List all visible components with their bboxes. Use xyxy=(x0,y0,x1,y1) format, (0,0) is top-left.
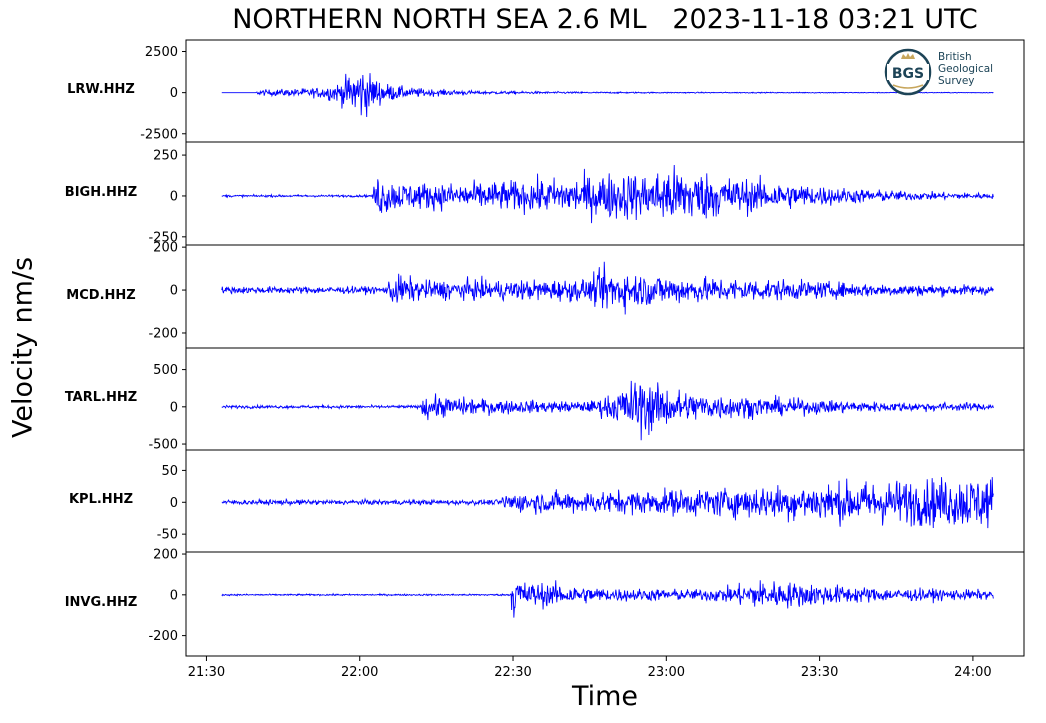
y-tick-label: -200 xyxy=(148,326,178,341)
y-tick-label: 250 xyxy=(153,149,178,164)
panel-frame xyxy=(185,551,1025,657)
x-tick-label: 24:00 xyxy=(954,665,991,680)
x-tick-label: 22:30 xyxy=(494,665,531,680)
y-tick-label: -2500 xyxy=(140,127,178,142)
logo-line-3: Survey xyxy=(938,75,975,87)
waveform-kpl-hhz xyxy=(221,477,994,529)
logo-line-1: British xyxy=(938,51,972,63)
y-tick-label: 0 xyxy=(170,189,178,204)
trace-panel-tarl-hhz: 500 0 -500 xyxy=(148,347,1025,453)
station-label: LRW.HHZ xyxy=(67,82,135,97)
trace-panel-mcd-hhz: 200 0 -200 xyxy=(148,241,1025,349)
y-tick-label: 200 xyxy=(153,241,178,256)
y-tick-label: -250 xyxy=(148,230,178,245)
x-tick-label: 23:30 xyxy=(801,665,838,680)
x-tick-label: 23:00 xyxy=(648,665,685,680)
waveform-bigh-hhz xyxy=(221,165,994,224)
station-label: BIGH.HHZ xyxy=(64,184,138,200)
y-tick-label: -500 xyxy=(148,438,178,453)
y-tick-label: 500 xyxy=(153,363,178,378)
y-tick-label: 0 xyxy=(170,496,178,511)
y-tick-label: 0 xyxy=(170,86,178,101)
waveform-mcd-hhz xyxy=(221,261,994,315)
station-label: MCD.HHZ xyxy=(66,287,136,303)
panel-frame xyxy=(185,244,1025,349)
bgs-mark: BGS xyxy=(892,66,924,82)
bgs-wordmark: British Geological Survey xyxy=(938,51,993,87)
y-tick-label: 0 xyxy=(170,588,178,603)
trace-panel-bigh-hhz: 250 0 -250 xyxy=(148,141,1025,246)
waveform-lrw-hhz xyxy=(221,73,994,118)
logo-line-2: Geological xyxy=(938,63,994,75)
y-tick-label: 2500 xyxy=(145,45,178,60)
station-label: TARL.HHZ xyxy=(64,390,138,405)
waveform-tarl-hhz xyxy=(221,380,994,441)
y-tick-label: -200 xyxy=(148,629,178,644)
bgs-emblem-icon: BGS xyxy=(884,48,932,96)
y-tick-label: 0 xyxy=(170,284,178,299)
y-tick-label: 50 xyxy=(161,464,178,479)
waveform-invg-hhz xyxy=(221,580,994,618)
station-label: KPL.HHZ xyxy=(68,492,133,507)
y-tick-label: 200 xyxy=(153,548,178,563)
chart-title: NORTHERN NORTH SEA 2.6 ML 2023-11-18 03:… xyxy=(232,4,978,35)
x-tick-label: 22:00 xyxy=(341,665,378,680)
y-tick-label: 0 xyxy=(170,400,178,415)
station-label: INVG.HHZ xyxy=(64,595,138,610)
x-axis-label: Time xyxy=(571,681,639,712)
bgs-logo: BGS British Geological Survey xyxy=(884,46,1014,98)
y-tick-label: -50 xyxy=(157,528,178,543)
trace-panel-invg-hhz: 200 0 -200 xyxy=(148,548,1025,657)
x-tick-label: 21:30 xyxy=(188,665,225,680)
trace-panel-kpl-hhz: 50 0 -50 xyxy=(157,449,1025,553)
